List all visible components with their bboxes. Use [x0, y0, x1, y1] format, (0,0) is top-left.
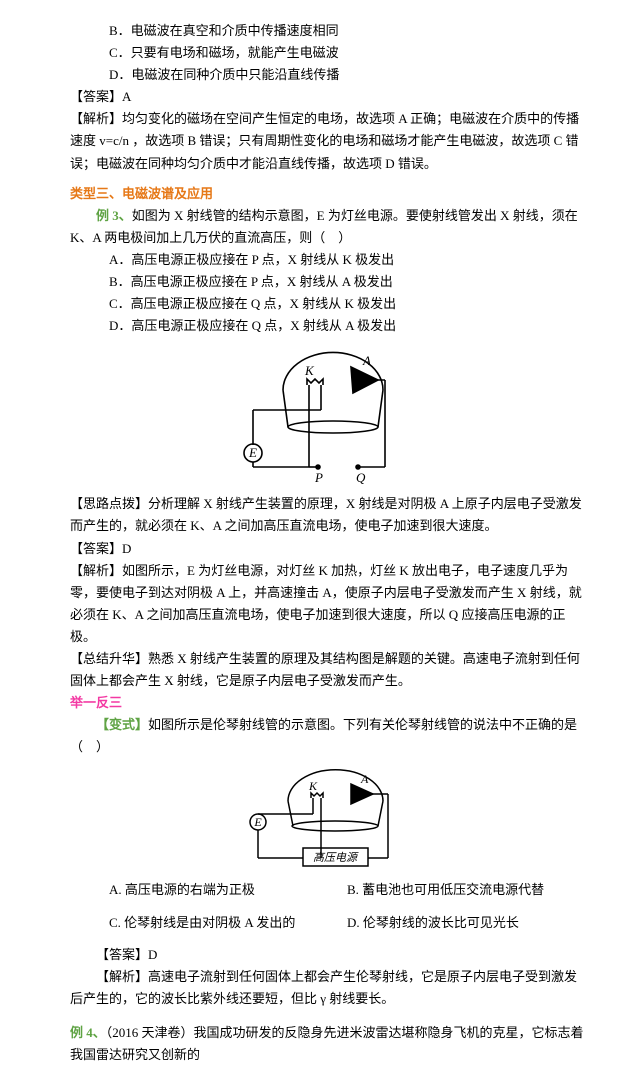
label2-hv: 高压电源 — [313, 851, 359, 864]
variant-stem-line: 【变式】如图所示是伦琴射线管的示意图。下列有关伦琴射线管的说法中不正确的是（ ） — [70, 714, 585, 758]
ex3-answer: 【答案】D — [70, 538, 585, 560]
ex3-stem: 如图为 X 射线管的结构示意图，E 为灯丝电源。要使射线管发出 X 射线，须在 … — [70, 208, 578, 245]
variant-option-c: C. 伦琴射线是由对阴极 A 发出的 — [109, 912, 347, 934]
variant-explanation: 【解析】高速电子流射到任何固体上都会产生伦琴射线，它是原子内层电子受到激发后产生… — [70, 966, 585, 1010]
q1-option-c: C．只要有电场和磁场，就能产生电磁波 — [109, 42, 585, 64]
variant-answer: 【答案】D — [70, 944, 585, 966]
ex4-line: 例 4、（2016 天津卷）我国成功研发的反隐身先进米波雷达堪称隐身飞机的克星，… — [70, 1022, 585, 1066]
ex3-exp-text: 如图所示，E 为灯丝电源，对灯丝 K 加热，灯丝 K 放出电子，电子速度几乎为零… — [70, 563, 582, 644]
variant-option-a: A. 高压电源的右端为正极 — [109, 879, 347, 901]
ex3-summary: 【总结升华】熟悉 X 射线产生装置的原理及其结构图是解题的关键。高速电子流射到任… — [70, 648, 585, 692]
ex3-option-c: C．高压电源正极应接在 Q 点，X 射线从 K 极发出 — [109, 293, 585, 315]
ex3-stem-line: 例 3、如图为 X 射线管的结构示意图，E 为灯丝电源。要使射线管发出 X 射线… — [70, 205, 585, 249]
ex3-hint: 【思路点拨】分析理解 X 射线产生装置的原理，X 射线是对阴极 A 上原子内层电… — [70, 493, 585, 537]
xray-tube-diagram-1: E K A P Q — [223, 345, 433, 485]
label-p: P — [314, 470, 323, 485]
ex3-hint-label: 【思路点拨】 — [70, 496, 148, 511]
ex3-option-b: B．高压电源正极应接在 P 点，X 射线从 A 极发出 — [109, 271, 585, 293]
variant-title: 举一反三 — [70, 692, 585, 714]
q1-exp-label: 【解析】 — [70, 111, 122, 126]
label-e: E — [248, 445, 257, 460]
q1-exp-text: 均匀变化的磁场在空间产生恒定的电场，故选项 A 正确；电磁波在介质中的传播速度 … — [70, 111, 579, 170]
q1-explanation: 【解析】均匀变化的磁场在空间产生恒定的电场，故选项 A 正确；电磁波在介质中的传… — [70, 108, 585, 174]
variant-option-d: D. 伦琴射线的波长比可见光长 — [347, 912, 585, 934]
q1-option-d: D．电磁波在同种介质中只能沿直线传播 — [109, 64, 585, 86]
label2-e: E — [253, 815, 262, 829]
ex3-sum-label: 【总结升华】 — [70, 651, 148, 666]
label2-k: K — [308, 779, 318, 793]
ex3-option-a: A．高压电源正极应接在 P 点，X 射线从 K 极发出 — [109, 249, 585, 271]
q1-option-b: B．电磁波在真空和介质中传播速度相同 — [109, 20, 585, 42]
type3-title: 类型三、电磁波谱及应用 — [70, 183, 585, 205]
variant-label: 【变式】 — [96, 717, 148, 732]
label-q: Q — [356, 470, 366, 485]
ex4-label: 例 4、 — [70, 1025, 106, 1040]
label-a: A — [362, 353, 371, 368]
ex3-exp-label: 【解析】 — [70, 563, 122, 578]
label2-a: A — [360, 772, 369, 786]
xray-tube-diagram-2: E K A 高压电源 — [233, 766, 423, 871]
variant-exp-label: 【解析】 — [96, 969, 148, 984]
label-k: K — [304, 363, 315, 378]
q1-answer: 【答案】A — [70, 86, 585, 108]
ex3-option-d: D．高压电源正极应接在 Q 点，X 射线从 A 极发出 — [109, 315, 585, 337]
ex4-stem: （2016 天津卷）我国成功研发的反隐身先进米波雷达堪称隐身飞机的克星，它标志着… — [70, 1025, 584, 1062]
variant-option-b: B. 蓄电池也可用低压交流电源代替 — [347, 879, 585, 901]
ex3-explanation: 【解析】如图所示，E 为灯丝电源，对灯丝 K 加热，灯丝 K 放出电子，电子速度… — [70, 560, 585, 648]
ex3-label: 例 3、 — [96, 208, 132, 223]
